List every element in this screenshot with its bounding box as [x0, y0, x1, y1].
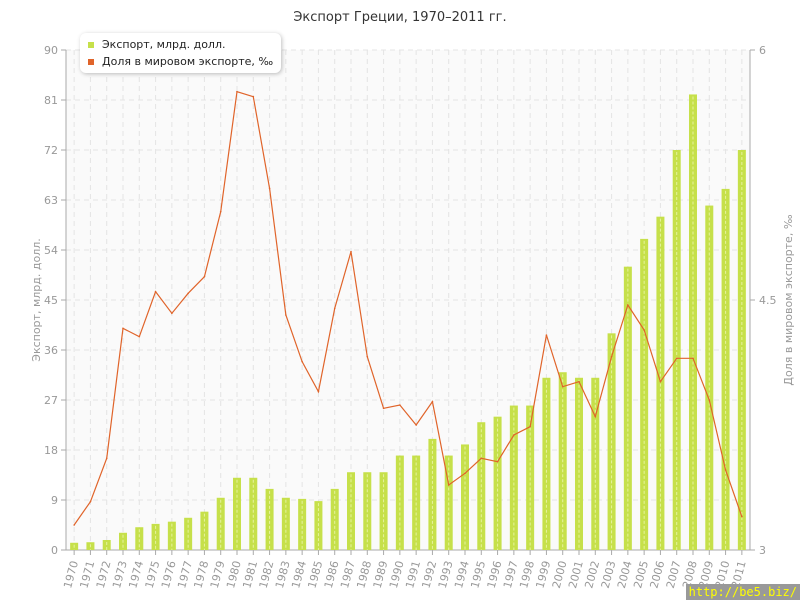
y-tick-label: 72: [44, 144, 58, 157]
y-tick-label: 90: [44, 44, 58, 57]
y-tick-label: 54: [44, 244, 58, 257]
y2-tick-label: 3: [759, 544, 766, 557]
line-point: [659, 380, 662, 383]
line-point: [399, 404, 401, 406]
line-point: [610, 355, 613, 358]
chart-title: Экспорт Греции, 1970–2011 гг.: [293, 10, 507, 25]
line-point: [643, 329, 645, 331]
line-point: [301, 360, 303, 363]
y2-axis-label: Доля в мировом экспорте, ‰: [782, 214, 795, 385]
line-point: [285, 314, 287, 316]
line-point: [594, 415, 597, 418]
bar: [330, 488, 339, 550]
bar: [249, 477, 258, 550]
line-point: [627, 304, 629, 306]
line-point: [382, 407, 385, 410]
line-point: [138, 335, 141, 338]
bar: [428, 438, 437, 550]
y-tick-label: 0: [51, 544, 58, 557]
legend-item-export[interactable]: Экспорт, млрд. долл.: [88, 36, 273, 53]
bar: [575, 377, 583, 550]
line-point: [73, 524, 75, 526]
line-point: [105, 457, 108, 460]
line-point: [122, 327, 124, 330]
y-tick-label: 9: [51, 494, 58, 507]
y-tick-label: 81: [44, 94, 58, 107]
line-point: [171, 312, 173, 315]
line-point: [708, 399, 711, 401]
legend-item-share[interactable]: Доля в мировом экспорте, ‰: [88, 53, 273, 70]
line-point: [415, 424, 417, 426]
legend: Экспорт, млрд. долл. Доля в мировом эксп…: [80, 33, 282, 73]
bar: [623, 266, 632, 550]
y2-tick-label: 6: [759, 44, 766, 57]
line-point: [480, 457, 483, 460]
legend-label: Экспорт, млрд. долл.: [102, 38, 226, 51]
line-point: [561, 385, 564, 388]
line-point: [252, 95, 255, 98]
y-tick-label: 36: [44, 344, 58, 357]
line-point: [333, 307, 336, 310]
line-point: [317, 390, 320, 393]
line-point: [447, 484, 450, 486]
bar: [591, 377, 600, 550]
line-point: [89, 500, 92, 503]
line-point: [529, 425, 531, 428]
bar: [542, 377, 551, 550]
line-point: [724, 469, 727, 471]
bar: [656, 216, 665, 550]
line-point: [431, 400, 434, 403]
line-point: [236, 90, 238, 93]
line-point: [350, 250, 352, 253]
bar: [281, 497, 290, 550]
bar: [640, 238, 649, 550]
line-point: [154, 290, 157, 293]
bar: [184, 517, 193, 550]
watermark[interactable]: http://be5.biz/: [685, 584, 800, 600]
line-point: [268, 187, 271, 190]
bar: [721, 188, 730, 550]
line-point: [545, 334, 548, 336]
bar: [265, 488, 274, 550]
bar: [233, 477, 241, 550]
y-tick-label: 45: [44, 294, 58, 307]
line-point: [366, 355, 369, 358]
bar: [298, 498, 307, 550]
line-point: [692, 357, 694, 360]
line-point: [578, 380, 580, 383]
y-tick-label: 27: [44, 394, 58, 407]
line-point: [741, 515, 743, 518]
legend-swatch: [88, 58, 94, 65]
line-point: [496, 460, 499, 463]
line-point: [219, 210, 222, 213]
y2-tick-label: 4.5: [759, 294, 777, 307]
line-point: [203, 275, 206, 278]
legend-swatch: [88, 41, 94, 48]
line-point: [464, 472, 466, 475]
line-series-share: [73, 90, 743, 526]
bar: [493, 416, 502, 550]
bar: [135, 527, 144, 550]
line-point: [513, 434, 515, 436]
bar: [216, 497, 225, 550]
y-axis-label: Экспорт, млрд. долл.: [30, 238, 43, 361]
y-tick-label: 18: [44, 444, 58, 457]
y-tick-label: 63: [44, 194, 58, 207]
legend-label: Доля в мировом экспорте, ‰: [102, 55, 274, 68]
line-point: [675, 357, 678, 360]
line-point: [187, 292, 189, 295]
